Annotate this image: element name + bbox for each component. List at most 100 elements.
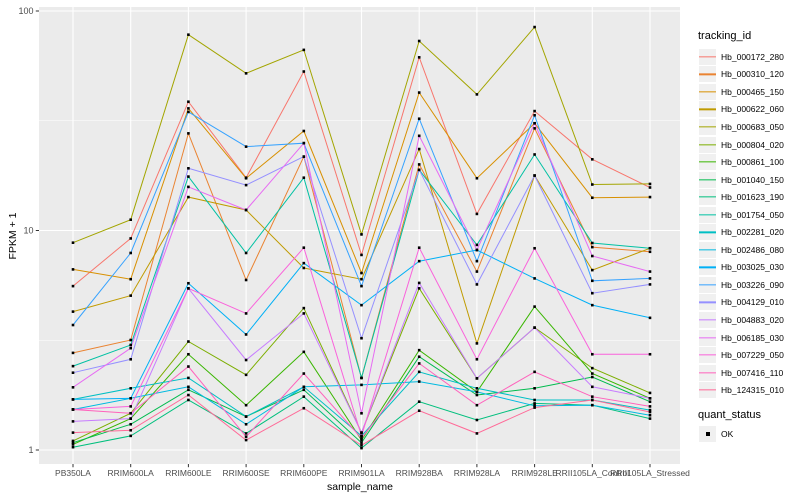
data-point-Hb_006185_030 bbox=[302, 141, 306, 145]
data-point-Hb_001040_150 bbox=[475, 393, 479, 397]
x-tick-label: RRII105LA_Stressed bbox=[610, 468, 690, 478]
data-point-Hb_007229_050 bbox=[475, 357, 479, 361]
data-point-Hb_002281_020 bbox=[648, 408, 652, 412]
legend-key-swatch bbox=[699, 136, 716, 153]
data-point-Hb_002486_080 bbox=[475, 390, 479, 394]
data-point-Hb_000683_050 bbox=[71, 241, 75, 244]
data-point-Hb_004883_020 bbox=[71, 420, 75, 423]
data-point-Hb_004129_010 bbox=[187, 167, 190, 170]
data-point-Hb_001754_050 bbox=[533, 153, 536, 156]
data-point-Hb_007416_110 bbox=[302, 372, 306, 375]
legend-entry-Hb_007229_050: Hb_007229_050 bbox=[697, 346, 799, 364]
legend-entry-Hb_004129_010: Hb_004129_010 bbox=[697, 294, 799, 312]
data-point-Hb_002486_080 bbox=[302, 385, 306, 389]
data-point-Hb_000804_020 bbox=[417, 287, 421, 290]
legend-entry-label: Hb_124315_010 bbox=[721, 385, 784, 396]
legend-key-line-icon bbox=[699, 178, 716, 181]
x-tick-label: RRII105LA_Control bbox=[555, 468, 629, 478]
quant-status-key-swatch bbox=[699, 425, 716, 442]
data-point-Hb_001623_190 bbox=[475, 418, 479, 422]
data-point-Hb_002486_080 bbox=[417, 380, 421, 383]
data-point-Hb_000172_280 bbox=[129, 237, 132, 240]
legend-entry-label: Hb_001754_050 bbox=[721, 209, 784, 220]
data-point-Hb_007229_050 bbox=[302, 246, 306, 249]
data-point-Hb_000683_050 bbox=[417, 39, 421, 43]
x-tick-label: RRIM600LE bbox=[165, 468, 212, 478]
data-point-Hb_000861_100 bbox=[360, 438, 363, 442]
data-point-Hb_007229_050 bbox=[648, 352, 652, 356]
data-point-Hb_000683_050 bbox=[302, 48, 306, 52]
legend-entry-Hb_001040_150: Hb_001040_150 bbox=[697, 171, 799, 189]
data-point-Hb_000172_280 bbox=[302, 70, 306, 73]
legend-entry-Hb_003025_030: Hb_003025_030 bbox=[697, 259, 799, 277]
x-tick-label: RRIM600PE bbox=[280, 468, 328, 478]
legend-key-line-icon bbox=[699, 249, 716, 251]
legend-entry-label: Hb_000622_060 bbox=[721, 104, 784, 115]
data-point-Hb_000861_100 bbox=[302, 350, 306, 354]
legend-key-swatch bbox=[699, 276, 716, 293]
data-point-Hb_000622_060 bbox=[71, 310, 75, 313]
data-point-Hb_000465_150 bbox=[475, 176, 479, 180]
legend-key-line-icon bbox=[699, 389, 716, 391]
data-point-Hb_000861_100 bbox=[244, 403, 248, 407]
legend-entry-label: Hb_000465_150 bbox=[721, 86, 784, 97]
data-point-Hb_002486_080 bbox=[591, 403, 594, 407]
data-point-Hb_002281_020 bbox=[475, 387, 479, 390]
data-point-Hb_000465_150 bbox=[591, 196, 594, 200]
legend-entry-Hb_002281_020: Hb_002281_020 bbox=[697, 223, 799, 241]
data-point-Hb_124315_010 bbox=[129, 428, 132, 432]
data-point-Hb_000683_050 bbox=[475, 93, 479, 96]
data-point-Hb_001754_050 bbox=[71, 364, 75, 368]
data-point-Hb_000861_100 bbox=[533, 305, 536, 308]
legend-key-swatch bbox=[699, 83, 716, 100]
data-point-Hb_124315_010 bbox=[475, 432, 479, 435]
legend-entry-Hb_004883_020: Hb_004883_020 bbox=[697, 311, 799, 329]
data-point-Hb_124315_010 bbox=[244, 438, 248, 442]
data-point-Hb_006185_030 bbox=[475, 248, 479, 252]
legend-entry-label: Hb_006185_030 bbox=[721, 332, 784, 343]
data-point-Hb_001623_190 bbox=[533, 402, 536, 405]
data-point-Hb_000310_120 bbox=[533, 127, 536, 130]
legend-entry-Hb_007416_110: Hb_007416_110 bbox=[697, 364, 799, 382]
data-point-Hb_000310_120 bbox=[591, 245, 594, 249]
black-square-point-icon bbox=[705, 431, 710, 436]
data-point-Hb_003025_030 bbox=[187, 281, 190, 285]
data-point-Hb_001754_050 bbox=[360, 376, 363, 380]
quant-status-entry: OK bbox=[697, 425, 799, 443]
y-tick-label: 10 bbox=[23, 226, 33, 236]
data-point-Hb_001040_150 bbox=[533, 387, 536, 390]
legend-entry-label: Hb_007229_050 bbox=[721, 350, 784, 361]
legend-key-swatch bbox=[699, 329, 716, 346]
data-point-Hb_000804_020 bbox=[302, 306, 306, 310]
data-point-Hb_000683_050 bbox=[129, 218, 132, 221]
data-point-Hb_004883_020 bbox=[360, 431, 363, 434]
data-point-Hb_006185_030 bbox=[591, 254, 594, 258]
data-point-Hb_001623_190 bbox=[129, 434, 132, 438]
legend-entry-Hb_000622_060: Hb_000622_060 bbox=[697, 101, 799, 119]
x-tick-label: RRIM901LA bbox=[338, 468, 385, 478]
legend-entry-Hb_006185_030: Hb_006185_030 bbox=[697, 329, 799, 347]
data-point-Hb_000172_280 bbox=[648, 186, 652, 189]
data-point-Hb_002281_020 bbox=[129, 387, 132, 390]
data-point-Hb_000172_280 bbox=[187, 100, 190, 104]
data-point-Hb_007229_050 bbox=[417, 246, 421, 249]
data-point-Hb_004129_010 bbox=[533, 174, 536, 177]
data-point-Hb_003226_090 bbox=[591, 279, 594, 283]
data-point-Hb_002486_080 bbox=[360, 383, 363, 387]
data-point-Hb_007229_050 bbox=[244, 312, 248, 315]
legend-entry-Hb_000861_100: Hb_000861_100 bbox=[697, 153, 799, 171]
data-point-Hb_007229_050 bbox=[187, 287, 190, 290]
quant-status-entries: OK bbox=[697, 425, 799, 443]
data-point-Hb_000310_120 bbox=[648, 250, 652, 254]
data-point-Hb_000683_050 bbox=[187, 33, 190, 36]
data-point-Hb_000465_150 bbox=[360, 271, 363, 275]
legend-entry-label: Hb_004129_010 bbox=[721, 297, 784, 308]
data-point-Hb_000465_150 bbox=[129, 277, 132, 281]
legend-key-line-icon bbox=[699, 214, 716, 216]
data-point-Hb_000172_280 bbox=[475, 212, 479, 216]
data-point-Hb_007416_110 bbox=[533, 370, 536, 374]
data-point-Hb_000172_280 bbox=[71, 284, 75, 288]
data-point-Hb_124315_010 bbox=[533, 406, 536, 409]
legend-entry-Hb_124315_010: Hb_124315_010 bbox=[697, 381, 799, 399]
data-point-Hb_006185_030 bbox=[187, 185, 190, 189]
